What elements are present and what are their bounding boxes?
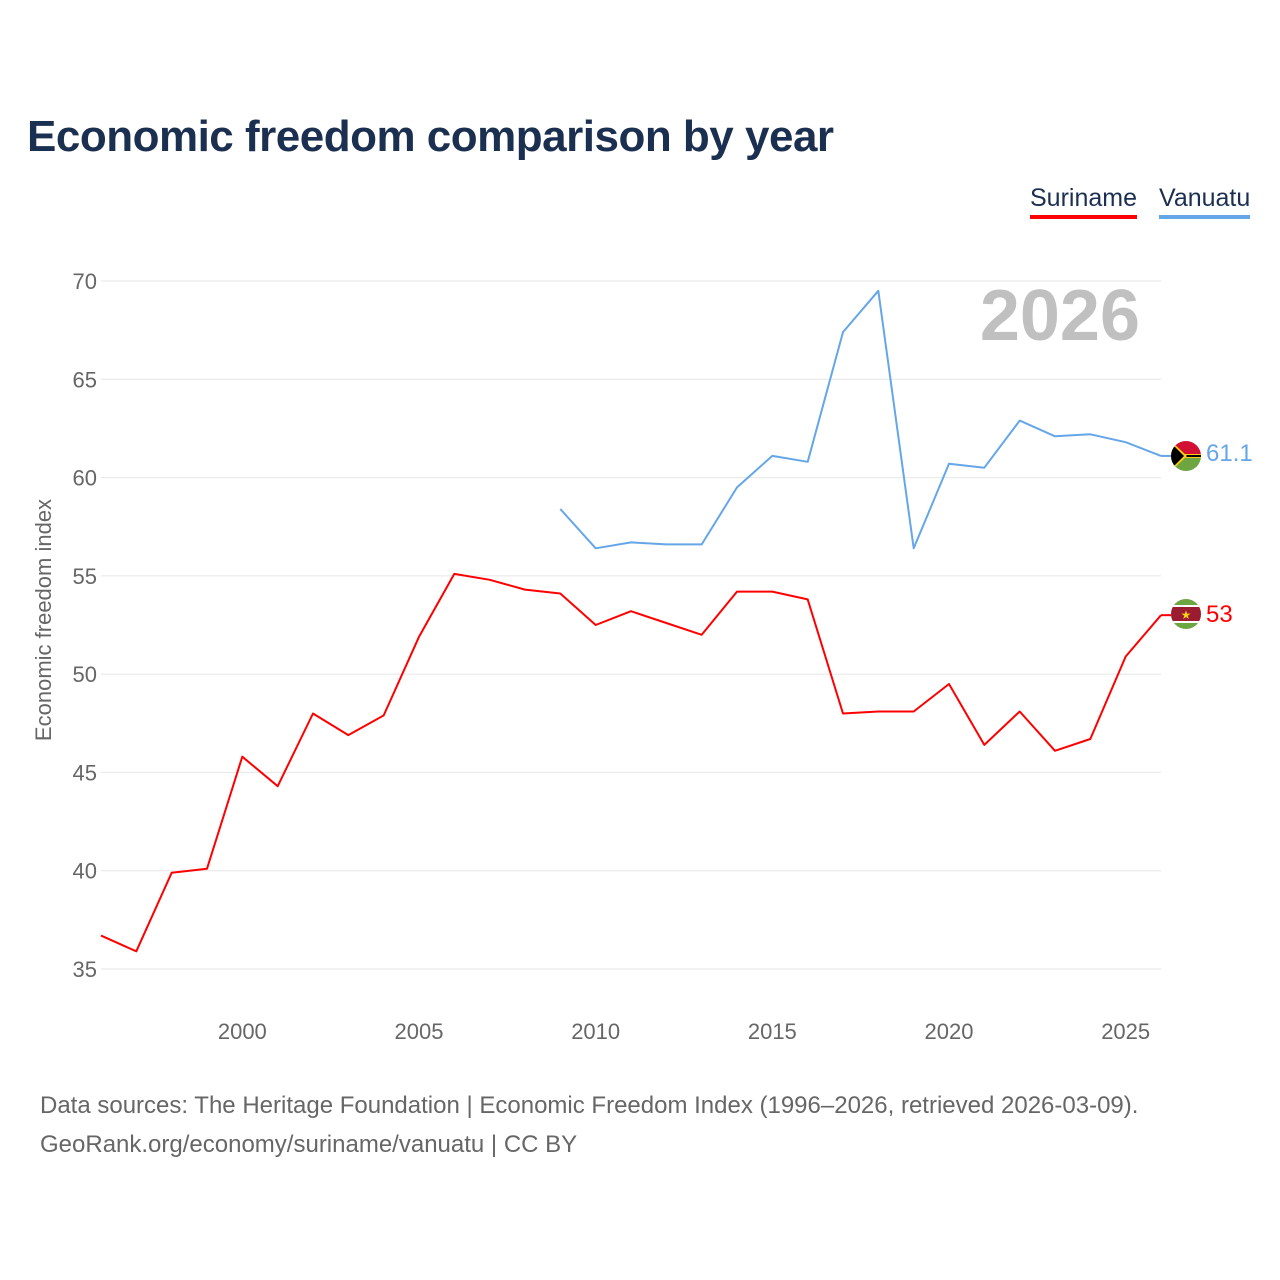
data-point-suriname[interactable] [698, 631, 706, 639]
svg-text:★: ★ [1181, 608, 1192, 622]
data-point-suriname[interactable] [768, 588, 776, 596]
data-point-suriname[interactable] [1051, 747, 1059, 755]
legend-suriname[interactable]: Suriname [1030, 184, 1137, 219]
data-point-vanuatu[interactable] [733, 483, 741, 491]
source-url-text: GeoRank.org/economy/suriname/vanuatu | C… [40, 1131, 578, 1158]
data-point-suriname[interactable] [415, 633, 423, 641]
data-point-suriname[interactable] [97, 932, 105, 940]
data-point-vanuatu[interactable] [804, 458, 812, 466]
y-tick-label: 60 [73, 466, 97, 491]
data-point-suriname[interactable] [1122, 652, 1130, 660]
data-point-suriname[interactable] [203, 865, 211, 873]
data-point-suriname[interactable] [521, 586, 529, 594]
data-source-text: Data sources: The Heritage Foundation | … [40, 1092, 1139, 1119]
y-axis-label: Economic freedom index [31, 499, 56, 741]
data-point-vanuatu[interactable] [874, 287, 882, 295]
x-tick-label: 2025 [1101, 1019, 1150, 1044]
data-point-suriname[interactable] [874, 707, 882, 715]
y-tick-label: 70 [73, 269, 97, 294]
data-point-suriname[interactable] [1086, 735, 1094, 743]
chart-title: Economic freedom comparison by year [27, 112, 834, 161]
data-point-suriname[interactable] [486, 576, 494, 584]
data-point-vanuatu[interactable] [980, 464, 988, 472]
series-line-vanuatu[interactable] [559, 289, 1162, 550]
data-point-vanuatu[interactable] [627, 538, 635, 546]
y-tick-label: 45 [73, 760, 97, 785]
data-point-vanuatu[interactable] [592, 544, 600, 552]
y-tick-label: 65 [73, 367, 97, 392]
footer: Data sources: The Heritage Foundation | … [40, 1086, 1138, 1164]
data-point-suriname[interactable] [804, 595, 812, 603]
data-point-suriname[interactable] [945, 680, 953, 688]
data-point-suriname[interactable] [168, 869, 176, 877]
data-point-suriname[interactable] [592, 621, 600, 629]
data-point-suriname[interactable] [450, 570, 458, 578]
data-point-suriname[interactable] [733, 588, 741, 596]
data-point-suriname[interactable] [627, 607, 635, 615]
data-point-vanuatu[interactable] [698, 540, 706, 548]
data-point-suriname[interactable] [662, 619, 670, 627]
data-point-suriname[interactable] [309, 709, 317, 717]
data-point-suriname[interactable] [556, 590, 564, 598]
x-tick-label: 2010 [571, 1019, 620, 1044]
data-point-suriname[interactable] [274, 782, 282, 790]
x-tick-label: 2015 [748, 1019, 797, 1044]
data-point-suriname[interactable] [132, 947, 140, 955]
y-tick-label: 50 [73, 662, 97, 687]
y-tick-label: 55 [73, 564, 97, 589]
data-point-suriname[interactable] [910, 707, 918, 715]
data-point-vanuatu[interactable] [945, 460, 953, 468]
vanuatu-end-label: 61.1 [1206, 440, 1253, 467]
legend-vanuatu[interactable]: Vanuatu [1159, 184, 1251, 219]
suriname-flag-icon: ★ [1171, 599, 1201, 629]
data-point-vanuatu[interactable] [1051, 432, 1059, 440]
data-point-vanuatu[interactable] [1016, 417, 1024, 425]
y-tick-label: 35 [73, 957, 97, 982]
y-tick-label: 40 [73, 859, 97, 884]
series-line-suriname[interactable] [100, 572, 1162, 953]
x-tick-label: 2005 [395, 1019, 444, 1044]
year-watermark: 2026 [980, 276, 1140, 356]
x-tick-label: 2020 [925, 1019, 974, 1044]
suriname-end-label: 53 [1206, 601, 1233, 628]
data-point-vanuatu[interactable] [839, 328, 847, 336]
data-point-vanuatu[interactable] [1086, 430, 1094, 438]
data-point-suriname[interactable] [1016, 707, 1024, 715]
data-point-vanuatu[interactable] [910, 544, 918, 552]
vanuatu-flag-icon [1171, 441, 1201, 471]
data-point-suriname[interactable] [839, 709, 847, 717]
data-point-vanuatu[interactable] [556, 505, 564, 513]
line-chart: 35 40 45 50 55 60 65 70 2000 2005 2010 2015 2020 2025… [31, 269, 1253, 1044]
data-point-vanuatu[interactable] [1122, 438, 1130, 446]
data-point-suriname[interactable] [980, 741, 988, 749]
data-point-suriname[interactable] [238, 753, 246, 761]
data-point-suriname[interactable] [380, 711, 388, 719]
data-point-suriname[interactable] [344, 731, 352, 739]
x-tick-label: 2000 [218, 1019, 267, 1044]
data-point-vanuatu[interactable] [768, 452, 776, 460]
data-point-vanuatu[interactable] [662, 540, 670, 548]
